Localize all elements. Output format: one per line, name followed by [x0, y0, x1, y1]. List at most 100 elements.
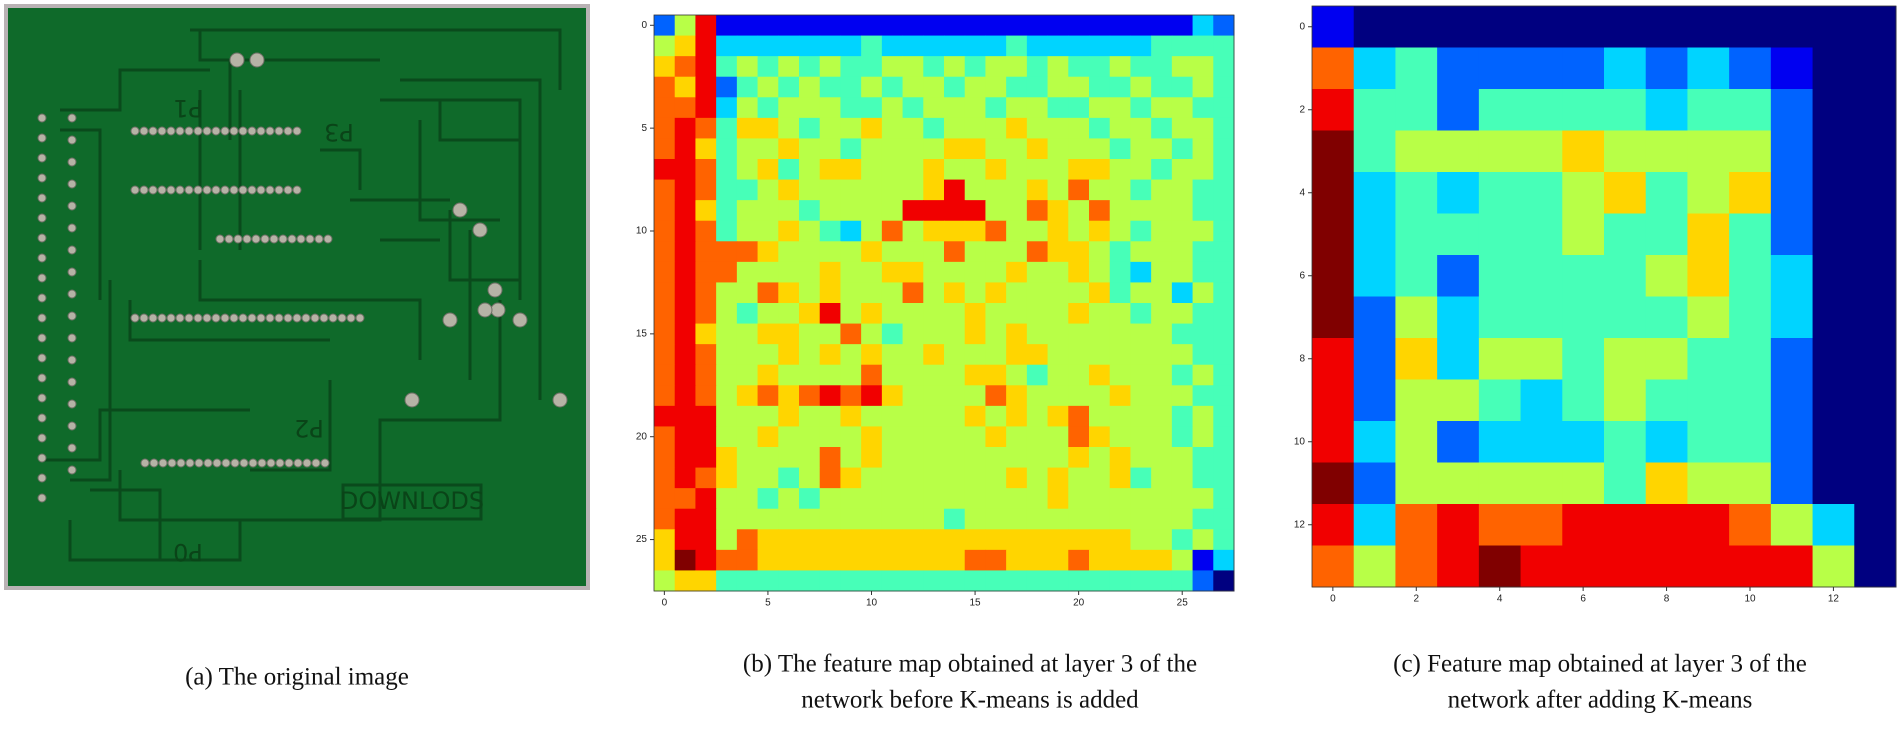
heatmap-cell — [1395, 255, 1438, 297]
heatmap-cell — [1068, 405, 1090, 427]
heatmap-cell — [944, 529, 966, 551]
pad — [202, 313, 212, 323]
heatmap-cell — [1192, 488, 1214, 510]
heatmap-cell — [778, 200, 800, 222]
heatmap-cell — [964, 405, 986, 427]
heatmap-cell — [861, 508, 883, 530]
pad — [310, 313, 320, 323]
heatmap-cell — [778, 549, 800, 571]
heatmap-cell — [736, 426, 759, 448]
heatmap-cell — [1130, 364, 1152, 386]
heatmap-cell — [1520, 172, 1563, 214]
heatmap-cell — [799, 15, 821, 37]
y-tick-label: 2 — [1299, 104, 1305, 115]
heatmap-cell — [799, 303, 821, 325]
heatmap-cell — [1109, 261, 1131, 283]
heatmap-cell — [902, 508, 924, 530]
heatmap-cell — [902, 529, 924, 551]
heatmap-cell — [1770, 504, 1814, 546]
heatmap-cell — [964, 220, 986, 242]
heatmap-cell — [1478, 421, 1522, 463]
heatmap-cell — [1006, 76, 1028, 98]
heatmap-cell — [778, 467, 800, 489]
heatmap-cell — [1047, 282, 1069, 304]
heatmap-cell — [1026, 426, 1049, 448]
heatmap-cell — [799, 385, 821, 407]
pad — [221, 458, 231, 468]
heatmap-cell — [840, 35, 862, 57]
heatmap-cell — [1089, 282, 1111, 304]
heatmap-cell — [881, 97, 904, 119]
pad — [311, 458, 321, 468]
x-tick-label: 10 — [866, 598, 878, 609]
heatmap-cell — [1645, 338, 1688, 380]
heatmap-cell — [1645, 421, 1688, 463]
y-tick-label: 6 — [1299, 270, 1305, 281]
heatmap-cell — [654, 508, 676, 530]
pad — [130, 126, 140, 136]
heatmap-cell — [1687, 89, 1730, 131]
heatmap-cell — [674, 35, 696, 57]
heatmap-cell — [944, 405, 966, 427]
heatmap-cell — [881, 200, 904, 222]
pad — [184, 185, 194, 195]
y-tick-label: 5 — [641, 123, 647, 134]
heatmap-cell — [902, 467, 924, 489]
heatmap-cell — [1395, 379, 1438, 422]
heatmap-cell — [840, 467, 862, 489]
heatmap-cell — [819, 76, 841, 98]
heatmap-cell — [1171, 488, 1194, 510]
heatmap-cell — [1089, 200, 1111, 222]
x-tick-label: 2 — [1414, 594, 1420, 605]
heatmap-cell — [964, 159, 986, 181]
heatmap-cell — [1130, 159, 1152, 181]
heatmap-cell — [881, 159, 904, 181]
heatmap-cell — [695, 405, 717, 427]
heatmap-cell — [1006, 405, 1028, 427]
heatmap-cell — [964, 117, 986, 139]
heatmap-cell — [1006, 220, 1028, 242]
y-tick-label: 10 — [636, 226, 648, 237]
heatmap-cell — [654, 488, 676, 510]
heatmap-cell — [1604, 213, 1647, 256]
pad — [238, 185, 248, 195]
heatmap-cell — [1770, 130, 1814, 173]
pad — [158, 458, 168, 468]
heatmap-cell — [1171, 323, 1194, 345]
heatmap-cell — [1854, 255, 1897, 297]
heatmap-cell — [1151, 138, 1173, 160]
heatmap-cell — [923, 323, 945, 345]
pad — [37, 493, 47, 503]
heatmap-cell — [1068, 76, 1090, 98]
heatmap-cell — [654, 364, 676, 386]
heatmap-cell — [778, 15, 800, 37]
heatmap-cell — [674, 508, 696, 530]
heatmap-cell — [902, 56, 924, 78]
heatmap-cell — [1192, 35, 1214, 57]
heatmap-cell — [778, 405, 800, 427]
heatmap-cell — [944, 426, 966, 448]
heatmap-cell — [1213, 323, 1235, 345]
heatmap-cell — [1068, 138, 1090, 160]
heatmap-cell — [1006, 467, 1028, 489]
heatmap-cell — [819, 97, 841, 119]
heatmap-cell — [1729, 6, 1772, 48]
heatmap-cell — [1109, 159, 1131, 181]
pcb-label: DOWNLODS — [340, 487, 484, 515]
pad — [472, 222, 488, 238]
heatmap-cell — [1089, 159, 1111, 181]
heatmap-cell — [695, 179, 717, 201]
heatmap-cell — [654, 179, 676, 201]
heatmap-cell — [1171, 200, 1194, 222]
heatmap-cell — [923, 303, 945, 325]
heatmap-cell — [695, 117, 717, 139]
heatmap-cell — [736, 488, 759, 510]
heatmap-cell — [1729, 255, 1772, 297]
heatmap-cell — [695, 488, 717, 510]
pad — [256, 126, 266, 136]
heatmap-cell — [923, 405, 945, 427]
heatmap-cell — [654, 15, 676, 37]
heatmap-cell — [840, 261, 862, 283]
heatmap-cell — [819, 159, 841, 181]
